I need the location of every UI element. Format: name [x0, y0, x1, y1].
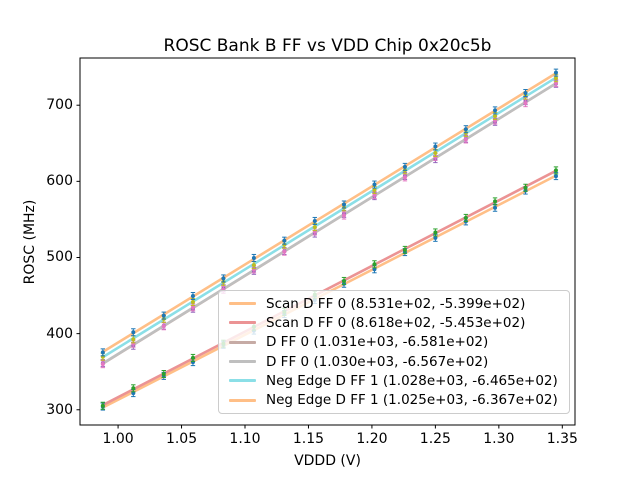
- x-tick-label: 1.10: [229, 431, 261, 447]
- data-point-scan-d-ff-0-b: [463, 215, 468, 220]
- x-tick-label: 1.25: [419, 431, 451, 447]
- data-point-neg-edge-d-ff-1-b: [493, 108, 498, 113]
- data-point-scan-d-ff-0-b: [131, 386, 136, 391]
- y-tick-label: 700: [46, 97, 73, 114]
- legend-label: D FF 0 (1.030e+03, -6.567e+02): [266, 353, 489, 370]
- data-point-scan-d-ff-0-b: [493, 199, 498, 204]
- data-point-neg-edge-d-ff-1-a: [312, 225, 317, 230]
- data-point-scan-d-ff-0-a: [493, 205, 498, 210]
- data-point-neg-edge-d-ff-1-a: [433, 150, 438, 155]
- data-point-neg-edge-d-ff-1-b: [402, 164, 407, 169]
- legend-label: Neg Edge D FF 1 (1.025e+03, -6.367e+02): [266, 392, 558, 409]
- data-point-d-ff-0-b: [372, 193, 377, 198]
- x-tick-label: 1.30: [483, 431, 515, 447]
- data-point-scan-d-ff-0-a: [433, 235, 438, 240]
- data-point-neg-edge-d-ff-1-b: [221, 276, 226, 281]
- data-point-d-ff-0-b: [342, 213, 346, 218]
- legend-line-sample: [229, 398, 256, 402]
- data-point-neg-edge-d-ff-1-a: [131, 337, 136, 342]
- legend-line-sample: [229, 302, 256, 306]
- legend-label: Scan D FF 0 (8.531e+02, -5.399e+02): [266, 295, 526, 312]
- data-point-d-ff-0-b: [161, 324, 166, 329]
- x-tick-label: 1.00: [102, 431, 134, 447]
- data-point-neg-edge-d-ff-1-a: [251, 263, 256, 268]
- fit-line-scan-d-ff-0-b: [101, 169, 558, 407]
- data-point-scan-d-ff-0-b: [433, 230, 438, 235]
- data-point-neg-edge-d-ff-1-b: [282, 238, 287, 243]
- data-point-d-ff-0-b: [282, 249, 287, 254]
- data-point-scan-d-ff-0-b: [372, 262, 377, 267]
- legend-row: Scan D FF 0 (8.618e+02, -5.453e+02): [229, 315, 559, 331]
- data-point-neg-edge-d-ff-1-b: [523, 91, 528, 96]
- data-point-d-ff-0-b: [100, 362, 105, 367]
- data-point-d-ff-0-b: [523, 101, 528, 106]
- data-point-d-ff-0-b: [402, 175, 407, 180]
- data-point-scan-d-ff-0-b: [402, 247, 407, 252]
- data-point-neg-edge-d-ff-1-b: [131, 330, 136, 335]
- y-tick-label: 300: [46, 401, 73, 418]
- data-point-neg-edge-d-ff-1-b: [312, 218, 317, 223]
- legend-line-sample: [229, 360, 256, 364]
- data-point-d-ff-0-b: [190, 305, 195, 310]
- fit-line-neg-edge-d-ff-1-a: [101, 76, 558, 359]
- data-point-neg-edge-d-ff-1-b: [342, 202, 346, 207]
- data-point-scan-d-ff-0-a: [553, 174, 558, 179]
- data-point-scan-d-ff-0-b: [161, 371, 166, 376]
- data-point-neg-edge-d-ff-1-b: [433, 144, 438, 149]
- legend-line-sample: [229, 321, 256, 325]
- data-point-scan-d-ff-0-b: [190, 355, 195, 360]
- data-point-neg-edge-d-ff-1-b: [553, 70, 558, 75]
- data-point-d-ff-0-b: [463, 137, 468, 142]
- legend-line-sample: [229, 340, 256, 344]
- data-point-neg-edge-d-ff-1-a: [553, 76, 558, 81]
- chart-title: ROSC Bank B FF vs VDD Chip 0x20c5b: [163, 36, 492, 56]
- data-point-neg-edge-d-ff-1-b: [251, 255, 256, 260]
- legend: Scan D FF 0 (8.531e+02, -5.399e+02) Scan …: [218, 290, 570, 414]
- legend-label: Neg Edge D FF 1 (1.028e+03, -6.465e+02): [266, 372, 558, 389]
- y-tick-label: 500: [46, 249, 73, 266]
- data-point-neg-edge-d-ff-1-b: [372, 182, 377, 187]
- legend-line-sample: [229, 379, 256, 383]
- data-point-neg-edge-d-ff-1-a: [372, 187, 377, 192]
- data-point-scan-d-ff-0-b: [523, 185, 528, 190]
- data-point-neg-edge-d-ff-1-b: [100, 350, 105, 355]
- fit-line-neg-edge-d-ff-1-b: [101, 71, 558, 354]
- data-point-scan-d-ff-0-a: [372, 267, 377, 272]
- data-point-scan-d-ff-0-b: [100, 403, 105, 408]
- y-tick-label: 600: [46, 173, 73, 190]
- x-tick-label: 1.05: [165, 431, 198, 447]
- legend-row: Neg Edge D FF 1 (1.028e+03, -6.465e+02): [229, 373, 559, 389]
- axes-frame: [79, 57, 576, 426]
- data-point-neg-edge-d-ff-1-a: [190, 299, 195, 304]
- x-tick-label: 1.35: [546, 431, 578, 447]
- legend-row: Neg Edge D FF 1 (1.025e+03, -6.367e+02): [229, 392, 559, 408]
- x-tick-label: 1.15: [292, 431, 325, 447]
- data-point-neg-edge-d-ff-1-b: [190, 294, 195, 299]
- legend-row: D FF 0 (1.031e+03, -6.581e+02): [229, 334, 559, 350]
- x-axis-label: VDDD (V): [294, 453, 361, 469]
- data-point-scan-d-ff-0-b: [553, 168, 558, 173]
- legend-row: Scan D FF 0 (8.531e+02, -5.399e+02): [229, 296, 559, 312]
- data-point-scan-d-ff-0-b: [342, 278, 346, 283]
- data-point-neg-edge-d-ff-1-a: [493, 114, 498, 119]
- legend-row: D FF 0 (1.030e+03, -6.567e+02): [229, 354, 559, 370]
- y-tick-label: 400: [46, 325, 73, 342]
- x-tick-label: 1.20: [356, 431, 388, 447]
- legend-label: D FF 0 (1.031e+03, -6.581e+02): [266, 334, 489, 351]
- data-point-neg-edge-d-ff-1-b: [463, 127, 468, 132]
- data-point-neg-edge-d-ff-1-b: [161, 313, 166, 318]
- legend-label: Scan D FF 0 (8.618e+02, -5.453e+02): [266, 314, 526, 331]
- fit-line-d-ff-0-b: [101, 82, 558, 365]
